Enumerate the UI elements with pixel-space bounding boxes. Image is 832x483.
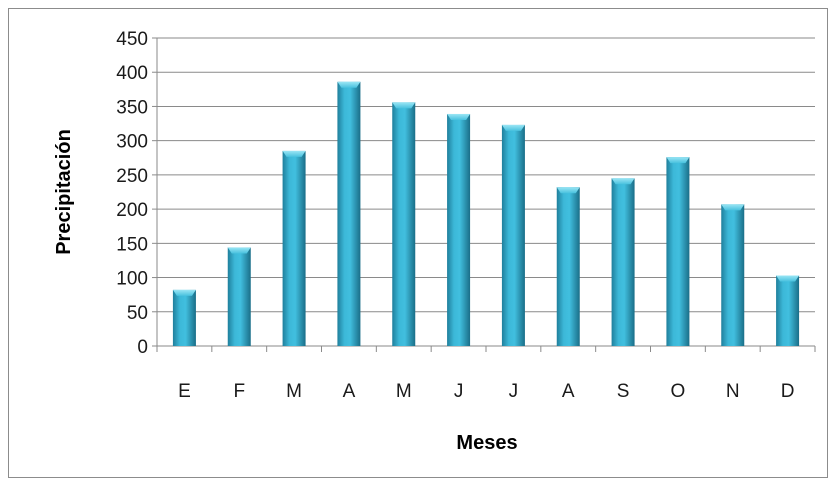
y-tick-label: 100	[116, 269, 148, 290]
x-tick-label: J	[509, 381, 519, 402]
bar-cap	[666, 157, 690, 164]
y-tick-label: 50	[127, 303, 148, 324]
y-tick-label: 200	[116, 200, 148, 221]
bar-cap	[776, 275, 800, 282]
bar-cap	[447, 113, 471, 120]
bar-11	[721, 204, 745, 346]
y-tick-label: 450	[116, 29, 148, 50]
bar-10	[666, 157, 690, 346]
bar-7	[501, 124, 525, 347]
bar-cap	[556, 187, 580, 194]
y-tick-label: 400	[116, 63, 148, 84]
x-tick-label: N	[726, 381, 740, 402]
bar-5	[392, 102, 416, 347]
x-tick-label: O	[671, 381, 686, 402]
y-tick-label: 150	[116, 234, 148, 255]
y-tick-labels: 0 50 100 150 200 250 300 350 400 450	[116, 29, 148, 358]
y-tick-label: 350	[116, 97, 148, 118]
x-tick-label: A	[562, 381, 575, 402]
bar-body	[447, 113, 471, 347]
bar-body	[172, 289, 196, 346]
x-tick-label: F	[233, 381, 245, 402]
y-axis-title: Precipitación	[53, 129, 75, 255]
bar-body	[721, 204, 745, 346]
x-tick-label: J	[454, 381, 464, 402]
bar-4	[337, 81, 361, 346]
x-tick-label: A	[343, 381, 356, 402]
bar-8	[556, 187, 580, 346]
bar-body	[556, 187, 580, 346]
x-tick-label: S	[617, 381, 630, 402]
bar-cap	[611, 178, 635, 185]
bar-cap	[337, 81, 361, 88]
y-tick-label: 0	[137, 337, 148, 358]
bar-body	[776, 275, 800, 346]
bar-cap	[721, 204, 745, 211]
bar-body	[227, 247, 251, 346]
bar-2	[227, 247, 251, 346]
bar-12	[776, 275, 800, 346]
bar-body	[666, 157, 690, 346]
gridlines	[152, 37, 815, 347]
bar-body	[282, 150, 306, 346]
bars	[172, 81, 800, 347]
y-tick-label: 300	[116, 132, 148, 153]
x-tick-label: E	[178, 381, 191, 402]
x-tick-label: M	[286, 381, 302, 402]
x-tick-label: D	[781, 381, 795, 402]
axes	[156, 38, 816, 352]
bar-3	[282, 150, 306, 346]
bar-body	[337, 81, 361, 346]
bar-cap	[392, 102, 416, 109]
bar-cap	[172, 289, 196, 296]
bar-body	[392, 102, 416, 347]
bar-6	[447, 113, 471, 347]
bar-cap	[282, 150, 306, 157]
x-tick-label: M	[396, 381, 412, 402]
bar-cap	[501, 124, 525, 131]
bar-body	[501, 124, 525, 347]
bar-body	[611, 178, 635, 346]
x-axis-title: Meses	[456, 432, 517, 454]
bar-1	[172, 289, 196, 346]
bar-9	[611, 178, 635, 346]
bar-cap	[227, 247, 251, 254]
y-tick-label: 250	[116, 166, 148, 187]
